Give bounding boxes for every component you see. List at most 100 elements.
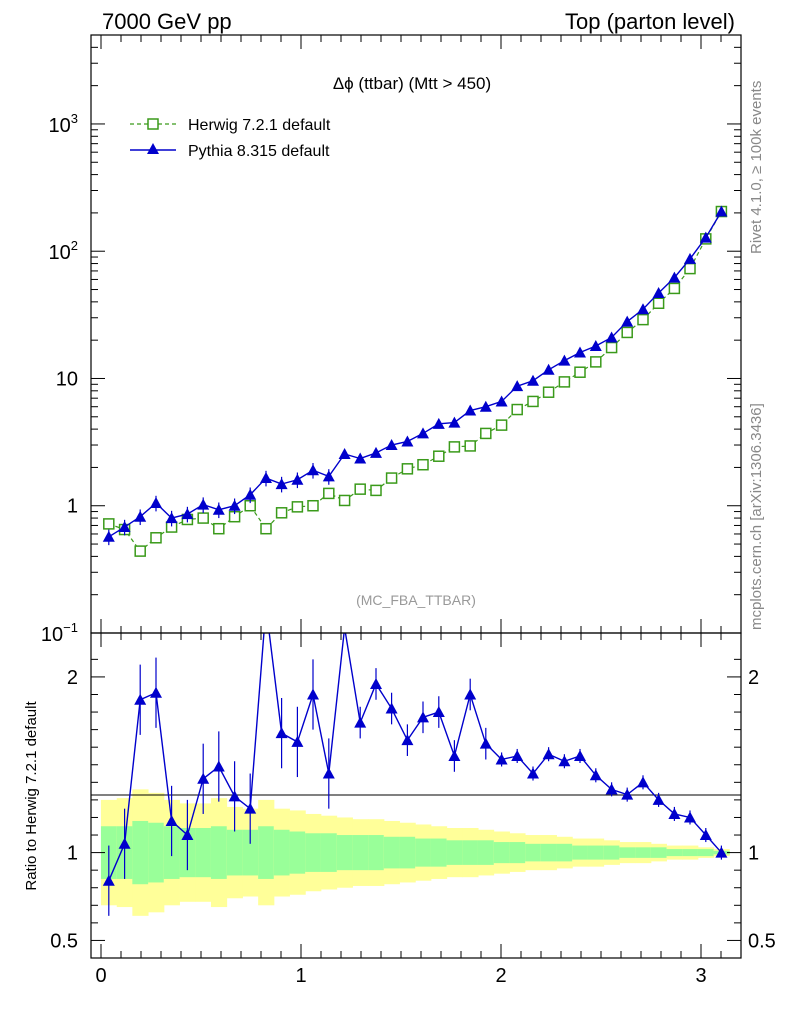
ratio-band-inner (305, 833, 322, 872)
ratio-point (637, 776, 649, 788)
legend-herwig-marker (147, 118, 159, 130)
pythia-point (479, 400, 492, 412)
ratio-point (370, 677, 382, 689)
ratio-band-inner (666, 849, 683, 857)
ratio-ytick-label: 0.5 (50, 930, 78, 952)
mcplots-source-label: mcplots.cern.ch [arXiv:1306.3436] (748, 403, 765, 630)
ratio-band-inner (650, 847, 667, 858)
ratio-band-inner (493, 842, 510, 864)
ratio-band-inner (368, 835, 385, 871)
pythia-point (448, 416, 461, 428)
ratio-point (228, 790, 241, 802)
herwig-point (134, 545, 146, 557)
ratio-band-inner (587, 845, 605, 860)
main-series-layer (102, 205, 728, 557)
legend-pythia-marker (147, 143, 159, 154)
ratio-point (354, 716, 367, 728)
ratio-point (432, 706, 445, 718)
ratio-point (291, 735, 304, 747)
ratio-point (479, 737, 492, 749)
herwig-point (652, 297, 665, 310)
herwig-point (605, 341, 618, 354)
ratio-ytick-label-right: 0.5 (748, 930, 776, 952)
herwig-point (590, 356, 602, 368)
ratio-ytick-label: 1 (67, 843, 78, 865)
ratio-band-inner (399, 836, 416, 869)
pythia-point (589, 339, 602, 351)
pythia-point (307, 464, 319, 476)
pythia-point (401, 435, 414, 447)
ratio-point (558, 755, 571, 767)
herwig-point (417, 458, 429, 471)
ratio-band-inner (509, 842, 526, 864)
rivet-version-label: Rivet 4.1.0, ≥ 100k events (748, 81, 765, 254)
pythia-point (527, 374, 539, 386)
main-ytick-label: 1 (67, 496, 78, 518)
ratio-band-inner (682, 849, 699, 857)
pythia-point (244, 488, 257, 500)
ratio-band-inner (697, 849, 715, 857)
pythia-point (715, 205, 728, 217)
ratio-point (605, 783, 618, 795)
ratio-point (511, 749, 524, 761)
main-title: Δϕ (ttbar) (Mtt > 450) (333, 74, 491, 93)
herwig-point (354, 483, 366, 495)
ratio-point (574, 749, 586, 761)
ratio-band-inner (289, 831, 306, 874)
ratio-point (150, 686, 162, 698)
ratio-point (495, 753, 508, 765)
ratio-band-inner (619, 847, 636, 858)
herwig-point (574, 366, 586, 378)
ratio-point (464, 688, 477, 700)
ratio-band-inner (258, 826, 275, 879)
herwig-point (385, 472, 398, 484)
pythia-point (322, 470, 335, 482)
ratio-panel: 0.5 0.5 1 1 2 2 0 1 2 3 Ratio to Herwig 7.2.1 def… (23, 632, 776, 987)
ratio-band-inner (477, 840, 495, 865)
pythia-point (150, 497, 162, 509)
pythia-point (354, 452, 367, 464)
ratio-band-inner (415, 838, 432, 867)
ratio-point (134, 693, 147, 705)
herwig-point (401, 463, 414, 475)
ratio-point (652, 793, 665, 805)
pythia-point (291, 473, 304, 485)
ratio-band-inner (603, 845, 620, 860)
ratio-band-inner (132, 820, 149, 885)
pythia-point (511, 380, 524, 392)
pythia-line (108, 211, 723, 538)
ratio-point (118, 837, 131, 849)
ratio-point (542, 748, 555, 760)
ratio-band-inner (383, 836, 400, 869)
ratio-ylabel: Ratio to Herwig 7.2.1 default (23, 701, 40, 891)
pythia-point (212, 503, 225, 515)
ratio-point (621, 788, 634, 800)
herwig-point (213, 522, 225, 535)
legend: Herwig 7.2.1 default Pythia 8.315 defaul… (130, 117, 331, 160)
legend-pythia-label: Pythia 8.315 default (188, 143, 330, 160)
ratio-point (527, 767, 539, 779)
ratio-xtick-label: 1 (295, 965, 306, 987)
pythia-point (385, 439, 398, 451)
header-left-title: 7000 GeV pp (102, 9, 232, 34)
pythia-point (605, 331, 618, 343)
pythia-point (417, 427, 429, 439)
ratio-point (102, 874, 115, 886)
herwig-point (291, 501, 304, 513)
ratio-band-inner (446, 840, 463, 865)
herwig-point (150, 532, 162, 544)
herwig-point (527, 395, 539, 408)
ratio-point (197, 772, 210, 784)
herwig-point (307, 499, 319, 512)
pythia-point (558, 354, 571, 366)
ratio-band-inner (336, 835, 353, 871)
ratio-xtick-label: 3 (695, 965, 706, 987)
legend-herwig-label: Herwig 7.2.1 default (188, 117, 331, 134)
ratio-point (589, 769, 602, 781)
ratio-point (165, 814, 178, 826)
ratio-band-inner (430, 838, 448, 867)
ratio-band-inner (635, 847, 652, 858)
pythia-point (260, 472, 272, 484)
pythia-point (652, 286, 665, 298)
